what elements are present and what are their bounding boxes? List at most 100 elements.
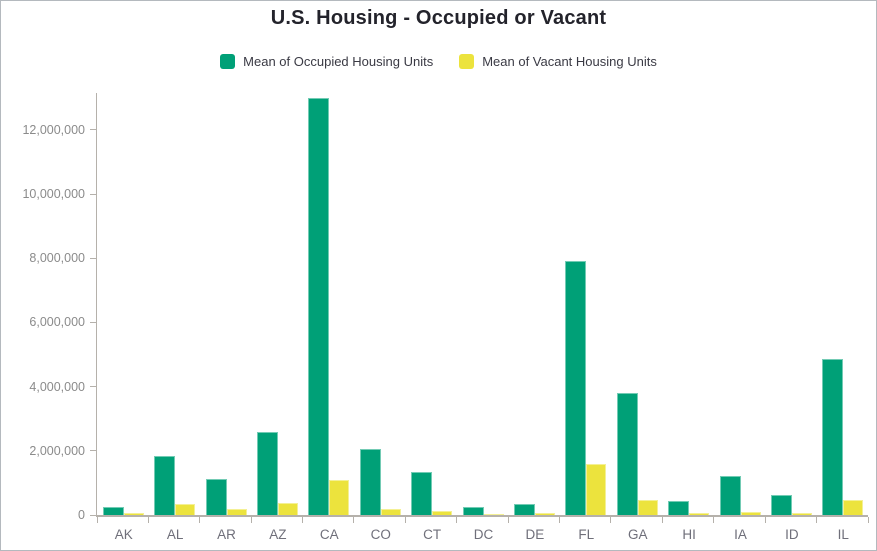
- bar-group: IA: [714, 93, 765, 542]
- x-axis-label-dc: DC: [473, 527, 494, 542]
- x-axis-tick: [816, 517, 818, 523]
- x-axis-tick: [713, 517, 715, 523]
- x-axis-tick: [661, 517, 663, 523]
- x-axis-tick: [96, 517, 98, 523]
- bar-group: DE: [508, 93, 559, 542]
- bar-group: IL: [817, 93, 868, 542]
- x-axis-label-ca: CA: [319, 527, 339, 542]
- y-axis-tick: [90, 257, 96, 259]
- x-axis-tick: [147, 517, 149, 523]
- plot-area: AK AL AR AZ CA CO CT DC DE FL GA HI IA ID IL: [90, 93, 869, 542]
- x-axis-tick: [302, 517, 304, 523]
- x-axis-tick: [456, 517, 458, 523]
- x-axis-label-id: ID: [785, 527, 799, 542]
- x-axis-label-al: AL: [166, 527, 184, 542]
- legend-item-vacant[interactable]: Mean of Vacant Housing Units: [459, 54, 657, 69]
- y-axis-tick-label: 2,000,000: [29, 443, 85, 458]
- vacant-bar-ca[interactable]: [329, 480, 350, 515]
- x-axis-label-co: CO: [370, 527, 391, 542]
- x-axis-label-ct: CT: [423, 527, 442, 542]
- occupied-bar-az[interactable]: [256, 431, 278, 515]
- vacant-bar-fl[interactable]: [586, 463, 607, 515]
- x-axis-label-hi: HI: [682, 527, 696, 542]
- occupied-bar-id[interactable]: [770, 495, 792, 515]
- y-axis-tick: [90, 450, 96, 452]
- occupied-bar-ak[interactable]: [102, 506, 124, 515]
- vacant-bar-id[interactable]: [791, 513, 812, 515]
- x-axis-tick: [867, 517, 869, 523]
- y-axis-tick: [90, 321, 96, 323]
- y-axis-tick: [90, 386, 96, 388]
- vacant-bar-ak[interactable]: [123, 513, 144, 515]
- vacant-bar-ar[interactable]: [226, 509, 247, 515]
- y-axis-tick-label: 10,000,000: [22, 187, 85, 202]
- occupied-bar-il[interactable]: [822, 359, 844, 515]
- y-axis-tick-label: 0: [78, 508, 85, 522]
- x-axis-tick: [507, 517, 509, 523]
- x-axis-tick: [610, 517, 612, 523]
- y-axis-tick: [90, 514, 96, 516]
- bar-group: AL: [148, 93, 199, 542]
- vacant-bar-ga[interactable]: [637, 499, 658, 515]
- bar-group: AZ: [251, 93, 302, 542]
- bar-group: GA: [611, 93, 662, 542]
- bar-group: CT: [405, 93, 456, 542]
- occupied-bar-ca[interactable]: [308, 97, 330, 515]
- bar-group: CO: [354, 93, 405, 542]
- x-axis-label-ar: AR: [217, 527, 236, 542]
- y-axis-tick: [90, 129, 96, 131]
- occupied-bar-ct[interactable]: [411, 471, 433, 515]
- x-axis-tick: [764, 517, 766, 523]
- x-axis-label-de: DE: [525, 527, 545, 542]
- occupied-bar-de[interactable]: [513, 504, 535, 515]
- legend-label-vacant: Mean of Vacant Housing Units: [482, 54, 657, 69]
- occupied-bar-hi[interactable]: [668, 501, 690, 515]
- chart-legend: Mean of Occupied Housing Units Mean of V…: [1, 54, 876, 69]
- x-axis-label-ga: GA: [627, 527, 648, 542]
- x-axis-tick: [199, 517, 201, 523]
- bar-group: AK: [97, 93, 148, 542]
- vacant-bar-al[interactable]: [175, 503, 196, 515]
- chart-title: U.S. Housing - Occupied or Vacant: [270, 7, 607, 29]
- x-axis-label-ak: AK: [114, 527, 133, 542]
- occupied-bar-dc[interactable]: [462, 506, 484, 515]
- vacant-bar-il[interactable]: [843, 500, 864, 515]
- y-axis-tick-label: 6,000,000: [29, 315, 85, 330]
- legend-label-occupied: Mean of Occupied Housing Units: [243, 54, 434, 69]
- x-axis-tick: [353, 517, 355, 523]
- occupied-bar-co[interactable]: [359, 448, 381, 515]
- x-axis-tick: [404, 517, 406, 523]
- vacant-bar-az[interactable]: [277, 503, 298, 515]
- vacant-bar-co[interactable]: [380, 508, 401, 515]
- bar-group: AR: [200, 93, 251, 542]
- x-axis-tick: [559, 517, 561, 523]
- bar-group: CA: [303, 93, 354, 542]
- bar-group: ID: [765, 93, 816, 542]
- y-axis-tick-label: 4,000,000: [29, 379, 85, 394]
- vacant-bar-ct[interactable]: [432, 511, 453, 515]
- y-axis-tick-label: 12,000,000: [22, 122, 85, 137]
- occupied-bar-ia[interactable]: [719, 475, 741, 515]
- x-axis-label-fl: FL: [578, 527, 595, 542]
- occupied-bar-ar[interactable]: [205, 478, 227, 515]
- vacant-bar-hi[interactable]: [689, 513, 710, 515]
- vacant-bar-ia[interactable]: [740, 511, 761, 515]
- legend-item-occupied[interactable]: Mean of Occupied Housing Units: [220, 54, 433, 69]
- occupied-bar-al[interactable]: [154, 455, 176, 515]
- y-axis-tick-label: 8,000,000: [29, 251, 85, 266]
- x-axis-tick: [250, 517, 252, 523]
- x-axis-label-il: IL: [837, 527, 849, 542]
- y-axis-labels: 0 2,000,000 4,000,000 6,000,000 8,000,000 10,…: [1, 93, 85, 522]
- vacant-bar-de[interactable]: [534, 513, 555, 515]
- vacant-swatch-icon: [459, 54, 475, 69]
- x-axis-label-ia: IA: [734, 527, 747, 542]
- bar-group: HI: [662, 93, 713, 542]
- y-axis-tick: [90, 193, 96, 195]
- occupied-swatch-icon: [220, 54, 236, 69]
- vacant-bar-dc[interactable]: [483, 514, 504, 515]
- bar-group: DC: [457, 93, 508, 542]
- bar-group: FL: [560, 93, 611, 542]
- x-axis-label-az: AZ: [269, 527, 287, 542]
- occupied-bar-ga[interactable]: [616, 393, 638, 515]
- occupied-bar-fl[interactable]: [565, 261, 587, 515]
